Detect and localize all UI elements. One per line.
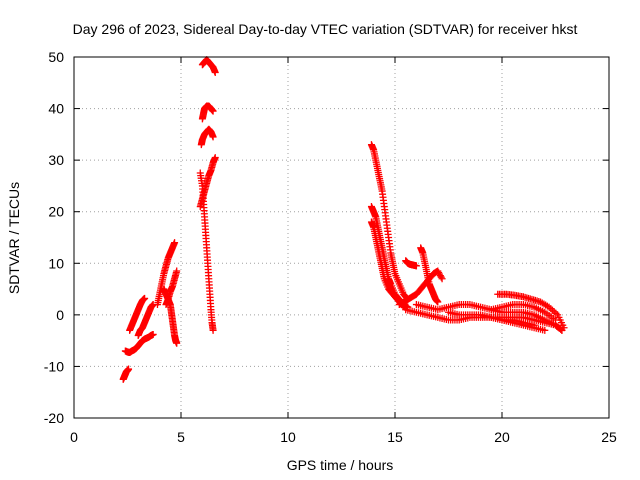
x-tick-label: 15 <box>387 429 403 445</box>
series-arc5 <box>153 239 179 309</box>
series-arc2 <box>121 330 157 357</box>
y-tick-label: 10 <box>48 255 64 271</box>
data-point <box>434 298 442 306</box>
series-arc13 <box>367 141 412 303</box>
axis-ticks: 0 5 10 15 20 25 -20 -10 0 10 20 30 40 50 <box>44 49 617 445</box>
data-point <box>412 262 420 270</box>
data-points <box>119 56 568 383</box>
data-point <box>141 294 149 302</box>
series-arc23 <box>487 301 559 324</box>
data-point <box>560 324 568 332</box>
y-axis-label: SDTVAR / TECUs <box>6 182 22 294</box>
data-point <box>149 330 157 338</box>
series-arc24 <box>498 316 549 334</box>
chart-title: Day 296 of 2023, Sidereal Day-to-day VTE… <box>73 21 578 37</box>
data-point <box>211 154 219 162</box>
grid-lines <box>74 57 609 418</box>
data-point <box>209 107 217 115</box>
series-arc17 <box>395 267 446 309</box>
x-tick-label: 0 <box>70 429 78 445</box>
y-tick-label: -20 <box>44 410 64 426</box>
x-tick-label: 10 <box>280 429 296 445</box>
data-point <box>171 239 179 247</box>
data-point <box>541 326 549 334</box>
series-arc22 <box>494 290 568 332</box>
y-tick-label: 30 <box>48 152 64 168</box>
data-point <box>173 339 181 347</box>
series-arc10 <box>197 125 217 149</box>
y-tick-label: 40 <box>48 101 64 117</box>
series-arc12 <box>198 56 219 76</box>
data-point <box>173 267 181 275</box>
series-arc9 <box>196 154 219 211</box>
data-point <box>552 316 559 324</box>
x-tick-label: 5 <box>177 429 185 445</box>
data-point <box>125 365 133 373</box>
x-tick-label: 25 <box>601 429 617 445</box>
data-point <box>438 275 446 283</box>
y-tick-label: 0 <box>56 307 64 323</box>
series-arc18 <box>417 244 442 306</box>
series-arc11 <box>198 102 217 123</box>
y-tick-label: 20 <box>48 204 64 220</box>
series-arc16 <box>402 257 420 270</box>
data-point <box>437 273 445 281</box>
y-tick-label: -10 <box>44 358 64 374</box>
data-point <box>209 326 217 334</box>
x-axis-label: GPS time / hours <box>287 457 394 473</box>
data-point <box>557 325 565 333</box>
y-tick-label: 50 <box>48 49 64 65</box>
data-point <box>211 68 219 76</box>
series-arc3 <box>126 294 149 334</box>
series-arc7 <box>162 267 181 309</box>
series-arc4 <box>134 301 157 339</box>
series-arc1 <box>119 365 133 383</box>
x-tick-label: 20 <box>494 429 510 445</box>
plot-frame <box>73 56 610 419</box>
data-point <box>209 133 217 141</box>
